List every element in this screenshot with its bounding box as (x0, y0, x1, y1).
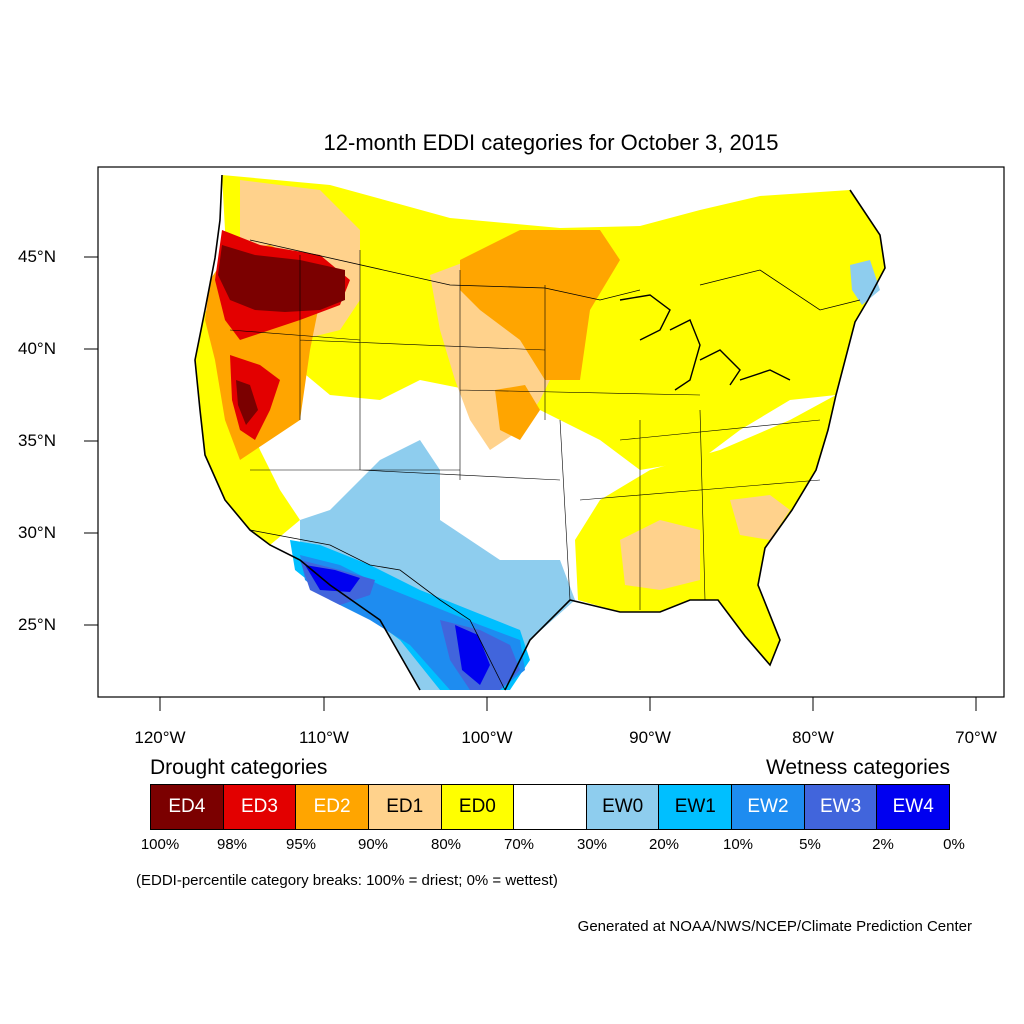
pct-label: 30% (576, 836, 608, 853)
pct-label: 90% (357, 836, 389, 853)
lon-label-120: 120°W (134, 728, 186, 747)
ew0-region-ne (850, 260, 880, 305)
map-frame (97, 166, 1005, 698)
legend-box-ed3: ED3 (223, 785, 297, 829)
pct-label: 20% (648, 836, 680, 853)
legend-box-ew4: EW4 (877, 785, 950, 829)
legend-box-ed4: ED4 (151, 785, 224, 829)
legend-box-ew1: EW1 (659, 785, 733, 829)
lat-label-45: 45°N (18, 247, 56, 266)
lon-label-80: 80°W (792, 728, 834, 747)
mexico-border (249, 529, 506, 691)
legend-color-bar: ED4 ED3 ED2 ED1 ED0 EW0 EW1 EW2 EW3 EW4 (150, 784, 950, 830)
pct-label: 5% (799, 836, 821, 853)
pct-label: 100% (140, 836, 180, 853)
ed4-region-pnw (218, 245, 345, 312)
lat-ticks (84, 256, 98, 626)
lat-label-35: 35°N (18, 431, 56, 450)
ed3-region-cal (230, 355, 280, 440)
legend-drought-heading: Drought categories (150, 756, 328, 779)
state-lines (229, 250, 821, 610)
pct-label: 95% (285, 836, 317, 853)
coastline (194, 174, 886, 691)
legend-box-normal (514, 785, 587, 829)
ed2-region-dakotas (460, 230, 620, 380)
legend-wetness-heading: Wetness categories (765, 756, 950, 779)
pct-label: 80% (430, 836, 462, 853)
ed2-region-ne-plains (495, 385, 540, 440)
legend-box-ew0: EW0 (586, 785, 660, 829)
ew4-region-southwest (305, 565, 360, 592)
lon-label-90: 90°W (629, 728, 671, 747)
legend-box-ew3: EW3 (804, 785, 878, 829)
great-lakes (619, 294, 791, 391)
lon-label-110: 110°W (299, 728, 349, 747)
category-break-note: (EDDI-percentile category breaks: 100% =… (136, 872, 558, 889)
lat-label-25: 25°N (18, 615, 56, 634)
pct-label: 2% (872, 836, 894, 853)
pct-label: 0% (943, 836, 965, 853)
legend-box-ed0: ED0 (441, 785, 515, 829)
lon-label-70: 70°W (955, 728, 997, 747)
legend-box-ew2: EW2 (732, 785, 805, 829)
legend-box-ed1: ED1 (368, 785, 442, 829)
pct-label: 70% (503, 836, 535, 853)
legend-box-ed2: ED2 (296, 785, 369, 829)
lon-ticks (159, 697, 977, 711)
ed1-region-se (730, 495, 790, 540)
map-title: 12-month EDDI categories for October 3, … (323, 130, 779, 155)
lon-label-100: 100°W (461, 728, 513, 747)
pct-label: 98% (216, 836, 248, 853)
ew4-region-texas (455, 625, 490, 685)
lat-label-40: 40°N (18, 339, 56, 358)
ed4-region-nv (236, 380, 258, 425)
lat-label-30: 30°N (18, 523, 56, 542)
credit-line: Generated at NOAA/NWS/NCEP/Climate Predi… (577, 918, 972, 935)
pct-label: 10% (722, 836, 754, 853)
